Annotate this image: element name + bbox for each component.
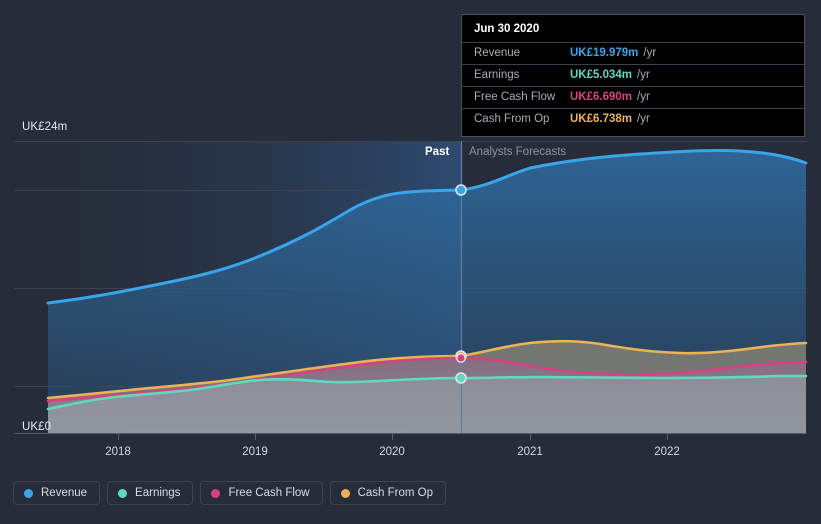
forecast-band-label: Analysts Forecasts (469, 146, 567, 158)
tooltip-value-cash-from-op: UK£6.738m (570, 113, 633, 125)
legend-label-cash-from-op: Cash From Op (357, 487, 434, 499)
chart-legend: Revenue Earnings Free Cash Flow Cash Fro… (13, 481, 447, 505)
tooltip-value-earnings: UK£5.034m (570, 69, 633, 81)
legend-dot-cash-from-op-icon (340, 488, 350, 498)
forecast-markers (455, 184, 467, 384)
y-axis-top-label: UK£24m (22, 121, 68, 133)
area-earnings (48, 376, 806, 433)
tooltip-label-revenue: Revenue (474, 47, 521, 59)
marker-revenue (455, 184, 467, 196)
tooltip-unit-free-cash-flow: /yr (637, 91, 650, 103)
past-band-label: Past (425, 146, 450, 158)
legend-label-earnings: Earnings (135, 487, 181, 499)
tooltip-label-cash-from-op: Cash From Op (474, 113, 550, 125)
legend-label-free-cash-flow: Free Cash Flow (228, 487, 310, 499)
x-tick-label-2018: 2018 (105, 446, 131, 458)
x-tick-label-2022: 2022 (654, 446, 680, 458)
legend-item-free-cash-flow[interactable]: Free Cash Flow (200, 481, 323, 505)
tooltip-title: Jun 30 2020 (474, 23, 540, 35)
x-axis-ticks (118, 433, 668, 440)
legend-dot-earnings-icon (118, 488, 128, 498)
tooltip-row-free-cash-flow: Free Cash Flow UK£6.690m /yr (462, 86, 804, 108)
x-tick-label-2021: 2021 (517, 446, 543, 458)
legend-dot-revenue-icon (24, 488, 33, 498)
tooltip-label-earnings: Earnings (474, 69, 520, 81)
legend-item-revenue[interactable]: Revenue (13, 481, 101, 505)
marker-free-cash-flow (456, 353, 466, 363)
tooltip-row-revenue: Revenue UK£19.979m /yr (462, 42, 804, 64)
line-revenue (46, 149, 808, 305)
tooltip-unit-earnings: /yr (637, 69, 650, 81)
x-tick-label-2019: 2019 (242, 446, 268, 458)
line-earnings (46, 374, 808, 411)
legend-label-revenue: Revenue (41, 487, 88, 499)
tooltip-label-free-cash-flow: Free Cash Flow (474, 91, 556, 103)
tooltip-unit-revenue: /yr (643, 47, 657, 59)
marker-earnings (455, 372, 467, 384)
legend-dot-free-cash-flow-icon (211, 488, 221, 498)
tooltip-row-cash-from-op: Cash From Op UK£6.738m /yr (462, 108, 804, 130)
tooltip-value-revenue: UK£19.979m (570, 47, 639, 59)
y-axis-bottom-label: UK£0 (22, 421, 52, 433)
tooltip-unit-cash-from-op: /yr (637, 113, 650, 125)
legend-item-earnings[interactable]: Earnings (107, 481, 194, 505)
legend-item-cash-from-op[interactable]: Cash From Op (329, 481, 447, 505)
tooltip-value-free-cash-flow: UK£6.690m (570, 91, 633, 103)
x-tick-label-2020: 2020 (379, 446, 405, 458)
tooltip-row-earnings: Earnings UK£5.034m /yr (462, 64, 804, 86)
datapoint-tooltip: Jun 30 2020 Revenue UK£19.979m /yr Earni… (461, 14, 805, 137)
